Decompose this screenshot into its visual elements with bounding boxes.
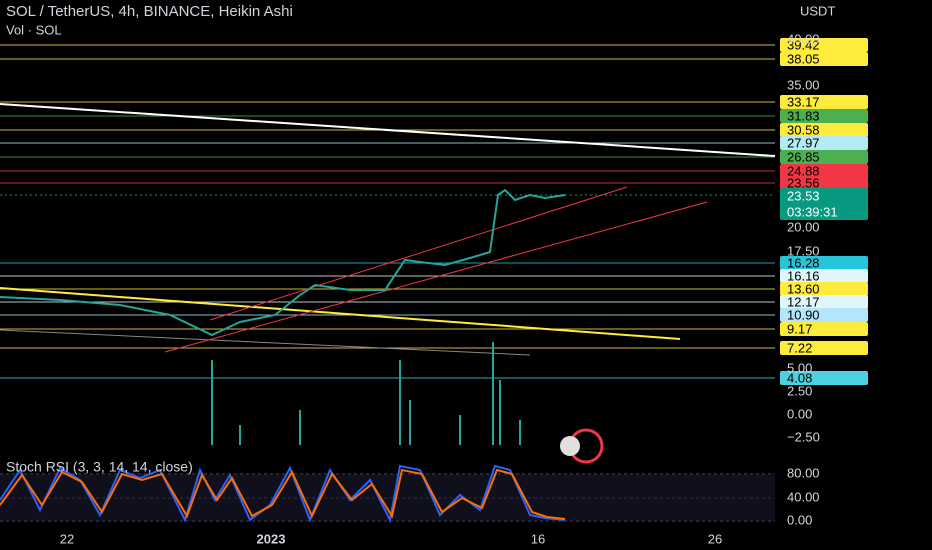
level-value: 23.56: [787, 175, 820, 190]
level-badge: [780, 341, 868, 355]
level-value: 27.97: [787, 135, 820, 150]
level-value: 13.60: [787, 281, 820, 296]
volume-tick-label: 0.00: [787, 406, 812, 421]
level-badge: [780, 256, 868, 270]
level-badge: [780, 322, 868, 336]
level-badge: [780, 269, 868, 283]
trendline: [0, 103, 776, 157]
price-tick-label: 35.00: [787, 77, 820, 92]
level-badge: [780, 52, 868, 66]
volume-label: Vol · SOL: [6, 22, 62, 37]
time-tick-label: 16: [531, 531, 545, 546]
volume-bars: [211, 342, 521, 445]
stoch-tick-label: 40.00: [787, 489, 820, 504]
channel-line: [164, 201, 708, 353]
level-value: 39.42: [787, 37, 820, 52]
level-value: 26.85: [787, 149, 820, 164]
level-badge: [780, 150, 868, 164]
level-badge: [780, 371, 868, 385]
channel-line: [209, 186, 628, 321]
trendline: [0, 287, 681, 340]
level-value: 12.17: [787, 294, 820, 309]
level-value: 31.83: [787, 108, 820, 123]
volume-tick-label: 5.00: [787, 360, 812, 375]
stoch-d: [0, 468, 566, 520]
stoch-tick-label: 0.00: [787, 512, 812, 527]
level-badge: [780, 38, 868, 52]
event-icon[interactable]: [560, 436, 580, 456]
level-badge: [780, 136, 868, 150]
level-badge: [780, 109, 868, 123]
volume-tick-label: 2.50: [787, 383, 812, 398]
trendline: [0, 329, 531, 356]
level-value: 16.16: [787, 268, 820, 283]
level-badge: [780, 123, 868, 137]
level-value: 9.17: [787, 321, 812, 336]
price-path: [0, 188, 566, 337]
current-price: 23.53: [787, 188, 820, 203]
price-tick-label: 40.00: [787, 31, 820, 46]
level-badge: [780, 95, 868, 109]
level-badge: [780, 282, 868, 296]
level-value: 24.88: [787, 163, 820, 178]
price-tick-label: 20.00: [787, 219, 820, 234]
level-value: 7.22: [787, 340, 812, 355]
volume-tick-label: −2.50: [787, 429, 820, 444]
chart-title: SOL / TetherUS, 4h, BINANCE, Heikin Ashi: [6, 3, 293, 20]
level-badge: [780, 164, 868, 178]
level-value: 38.05: [787, 51, 820, 66]
level-value: 30.58: [787, 122, 820, 137]
countdown: 03:39:31: [787, 204, 838, 219]
level-badge: [780, 176, 868, 190]
stoch-k: [0, 464, 566, 524]
stoch-tick-label: 80.00: [787, 465, 820, 480]
time-tick-label: 22: [60, 531, 74, 546]
time-tick-label: 26: [708, 531, 722, 546]
level-value: 10.90: [787, 307, 820, 322]
level-value: 16.28: [787, 255, 820, 270]
stoch-title: Stoch RSI (3, 3, 14, 14, close): [6, 459, 193, 475]
level-badge: [780, 308, 868, 322]
current-badge: [780, 188, 868, 220]
currency: USDT: [800, 3, 835, 18]
price-tick-label: 17.50: [787, 243, 820, 258]
level-value: 33.17: [787, 94, 820, 109]
time-tick-label: 2023: [257, 531, 286, 546]
level-badge: [780, 295, 868, 309]
level-value: 4.08: [787, 370, 812, 385]
